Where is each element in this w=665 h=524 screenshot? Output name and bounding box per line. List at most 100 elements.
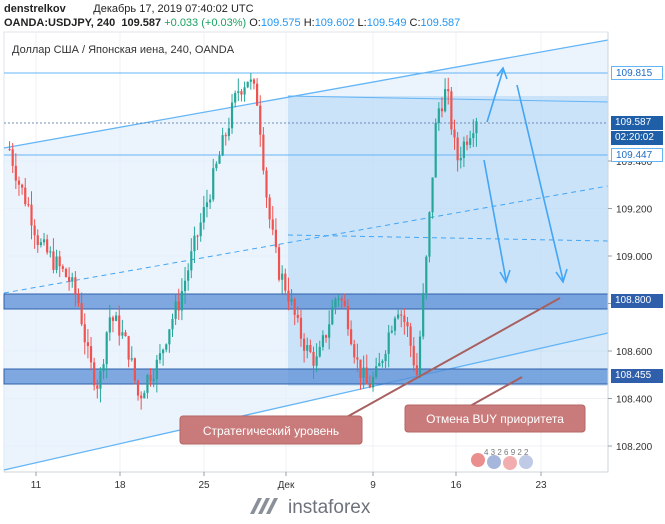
y-tick-label: 108.400 <box>616 395 653 406</box>
y-tick-label: 108.200 <box>616 442 653 453</box>
high-label: H: <box>303 17 315 29</box>
candle-body <box>158 353 162 360</box>
candle-body <box>447 89 450 92</box>
arrow-down-1-head <box>499 269 511 284</box>
candle-body <box>42 239 46 243</box>
candle-body <box>58 256 61 267</box>
high-value: 109.602 <box>314 17 355 29</box>
candle-body <box>434 123 437 178</box>
logo-text: instaforex <box>288 497 371 518</box>
candle-body <box>46 239 49 253</box>
candle-body <box>299 317 303 339</box>
candle-body <box>61 266 64 269</box>
candle-body <box>384 353 387 362</box>
candle-body <box>243 87 246 95</box>
arrow-down-2-head <box>555 268 568 284</box>
candle-body <box>118 315 121 336</box>
candle-body <box>196 235 199 237</box>
last-price: 109.587 <box>121 17 162 29</box>
candle-body <box>215 163 218 169</box>
candle-body <box>21 184 24 188</box>
candle-body <box>86 342 89 347</box>
strategic-level-text: Стратегический уровень <box>203 424 339 438</box>
watermark-digits: 4 3 2 6 9 2 2 <box>484 448 529 457</box>
close-label: C: <box>409 17 421 29</box>
candle-body <box>89 346 93 363</box>
cancel-buy-box[interactable] <box>404 404 586 433</box>
candle-body <box>246 81 249 88</box>
candle-body <box>205 202 209 208</box>
candle-body <box>177 301 180 311</box>
candle-body <box>130 358 133 360</box>
candle-body <box>39 242 42 246</box>
y-tick-label: 109.000 <box>616 252 653 263</box>
candle-body <box>375 366 378 377</box>
candle-body <box>146 374 149 393</box>
candle-body <box>227 128 230 137</box>
candle-body <box>472 133 475 139</box>
strategic-level-box[interactable] <box>179 415 363 445</box>
candle-body <box>378 362 381 367</box>
candle-body <box>309 345 312 352</box>
candle-body <box>371 376 375 388</box>
x-tick-label: 25 <box>198 480 210 491</box>
candle-body <box>281 273 284 280</box>
candle-body <box>462 141 465 159</box>
candle-body <box>356 357 359 360</box>
candle-body <box>306 345 309 351</box>
candle-body <box>55 256 58 270</box>
candle-body <box>108 317 111 333</box>
candle-body <box>422 293 425 337</box>
strategic-pointer-line <box>344 297 561 419</box>
candle-body <box>224 135 227 137</box>
candle-body <box>277 247 281 280</box>
cancel-buy-text: Отмена BUY приоритета <box>426 412 564 426</box>
candle-body <box>71 277 74 282</box>
candle-body <box>133 358 136 381</box>
arrow-down-1-line <box>483 159 507 281</box>
candle-body <box>400 314 403 316</box>
candle-body <box>77 294 80 304</box>
candle-body <box>33 225 36 236</box>
candle-body <box>49 251 52 253</box>
candle-body <box>136 380 140 396</box>
close-value: 109.587 <box>420 17 461 29</box>
price-label-108800: 108.800 <box>611 294 663 308</box>
candle-body <box>425 256 428 294</box>
channel-upper-line <box>3 39 609 149</box>
candle-body <box>165 344 168 350</box>
candle-body <box>234 92 237 103</box>
candle-body <box>240 91 243 95</box>
candle-body <box>321 335 324 347</box>
candle-body <box>415 365 418 375</box>
candle-body <box>318 346 321 357</box>
candle-body <box>193 235 196 252</box>
candle-body <box>293 299 296 315</box>
support-zone <box>3 293 609 310</box>
candle-body <box>221 135 224 156</box>
y-tick-label: 108.600 <box>616 347 653 358</box>
channel-lower-line <box>3 332 609 471</box>
candle-body <box>312 351 315 366</box>
y-tick-label: 109.200 <box>616 205 653 216</box>
candle-body <box>271 219 274 230</box>
candle-body <box>202 207 205 223</box>
candle-body <box>14 165 17 181</box>
header-line-1: denstrelkov Декабрь 17, 2019 07:40:02 UT… <box>4 3 254 15</box>
candle-body <box>183 280 187 292</box>
candle-body <box>368 384 371 388</box>
candle-body <box>409 326 412 346</box>
candle-body <box>315 356 318 366</box>
candle-body <box>149 374 152 381</box>
candle-body <box>475 121 478 134</box>
candle-body <box>428 212 431 257</box>
candle-body <box>324 335 328 338</box>
candle-body <box>127 336 130 360</box>
x-tick-label: 18 <box>114 480 126 491</box>
candle-body <box>406 322 409 327</box>
countdown-label: 02:20:02 <box>611 131 663 145</box>
candle-body <box>93 362 96 386</box>
candle-body <box>199 222 202 237</box>
symbol-label: OANDA:USDJPY, 240 <box>4 17 116 29</box>
